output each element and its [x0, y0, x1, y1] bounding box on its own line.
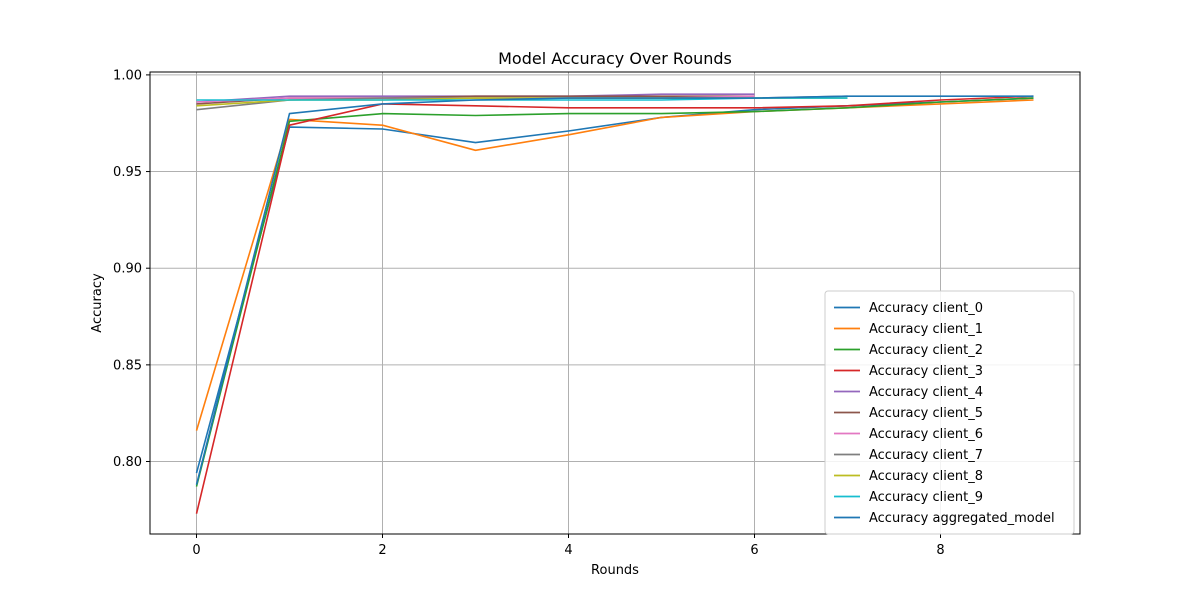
y-tick-label: 0.95 [113, 165, 142, 180]
y-tick-label: 1.00 [113, 68, 142, 83]
legend: Accuracy client_0 Accuracy client_1 Accura… [824, 290, 1075, 535]
x-tick-label: 2 [378, 543, 386, 558]
x-tick-label: 4 [564, 543, 572, 558]
x-tick-label: 6 [750, 543, 758, 558]
x-tick-label: 8 [936, 543, 944, 558]
series-line-3 [195, 95, 1034, 514]
y-tick-label: 0.85 [113, 358, 142, 373]
legend-label: Accuracy client_1 [869, 322, 983, 337]
x-axis-label: Rounds [591, 563, 639, 578]
series-line-10 [195, 95, 1034, 485]
chart-title: Model Accuracy Over Rounds [498, 49, 732, 68]
legend-label: Accuracy client_5 [869, 406, 983, 421]
legend-label: Accuracy client_9 [869, 490, 983, 505]
legend-label: Accuracy client_4 [869, 385, 983, 400]
y-tick-label: 0.80 [113, 455, 142, 470]
series-lines [195, 93, 1034, 514]
legend-label: Accuracy client_8 [869, 469, 983, 484]
legend-box [824, 290, 1075, 535]
legend-label: Accuracy client_3 [869, 364, 983, 379]
series-line-0 [195, 97, 1034, 474]
legend-label: Accuracy client_7 [869, 448, 983, 463]
axis-ticks: 0 2 4 6 8 0.80 0.85 0.90 0.95 1.00 [113, 68, 945, 558]
legend-label: Accuracy aggregated_model [869, 511, 1055, 526]
legend-label: Accuracy client_0 [869, 301, 983, 316]
x-tick-label: 0 [192, 543, 200, 558]
legend-label: Accuracy client_6 [869, 427, 983, 442]
series-line-2 [195, 97, 1034, 487]
y-tick-label: 0.90 [113, 262, 142, 277]
series-line-1 [195, 99, 1034, 431]
y-axis-label: Accuracy [90, 273, 105, 333]
legend-label: Accuracy client_2 [869, 343, 983, 358]
plot-area-frame [149, 71, 1081, 535]
